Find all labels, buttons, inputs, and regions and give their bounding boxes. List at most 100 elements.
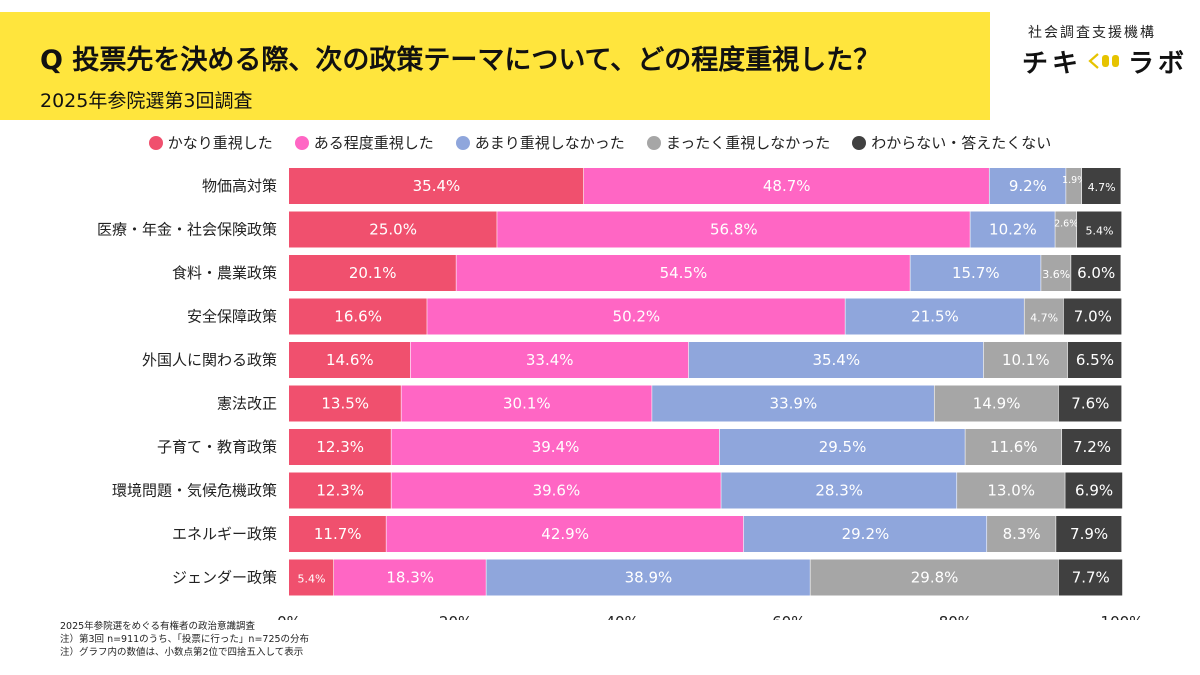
data-label: 35.4% — [812, 351, 860, 369]
bar-segment — [719, 429, 965, 465]
data-label: 14.9% — [973, 395, 1021, 413]
bar-segment — [497, 211, 970, 248]
bar-segment — [743, 516, 987, 552]
legend-swatch — [455, 135, 470, 150]
data-label: 6.0% — [1077, 264, 1115, 282]
bar-segment — [965, 429, 1062, 465]
category-label: 憲法改正 — [217, 395, 277, 413]
bar-segment — [289, 168, 584, 204]
data-label: 29.5% — [819, 438, 867, 456]
bar-segment — [970, 211, 1055, 248]
footnote-rounding: 注）グラフ内の数値は、小数点第2位で四捨五入して表示 — [60, 647, 304, 658]
data-label: 20.1% — [349, 264, 397, 282]
data-label: 14.6% — [326, 351, 374, 369]
logo-mark-icon — [1088, 53, 1120, 69]
bar-segment — [845, 298, 1024, 335]
legend-item: まったく重視しなかった — [646, 132, 831, 153]
data-label: 50.2% — [613, 308, 661, 326]
x-tick-label: 80% — [939, 613, 972, 620]
data-label: 35.4% — [413, 177, 461, 195]
data-label: 7.2% — [1073, 438, 1111, 456]
data-label: 10.2% — [989, 221, 1037, 239]
bar-segment — [1071, 255, 1121, 291]
category-label: 外国人に関わる政策 — [142, 351, 277, 369]
data-label: 6.9% — [1075, 482, 1113, 500]
category-label: 医療・年金・社会保険政策 — [97, 221, 277, 239]
bar-segment — [401, 385, 652, 422]
bar-segment — [289, 298, 427, 335]
bar-segment — [1066, 168, 1082, 204]
bar-segment — [410, 342, 689, 378]
data-label: 39.4% — [532, 438, 580, 456]
data-label: 39.6% — [533, 482, 581, 500]
bar-segment — [289, 516, 386, 552]
data-label: 56.8% — [710, 221, 758, 239]
legend-label: あまり重視しなかった — [474, 134, 625, 152]
bar-segment — [289, 429, 391, 465]
title-band — [0, 12, 990, 120]
bar-segment — [456, 255, 910, 291]
bar-segment — [289, 255, 456, 291]
page-title: Q 投票先を決める際、次の政策テーマについて、どの程度重視した？ — [40, 45, 881, 76]
x-tick-label: 40% — [606, 613, 639, 620]
bar-segment — [1077, 211, 1122, 248]
data-label: 7.7% — [1072, 569, 1110, 587]
data-label: 7.6% — [1071, 395, 1109, 413]
bar-segment — [1058, 559, 1123, 596]
footnotes: 2025年参院選をめぐる有権者の政治意識調査 注）第3回 n=911のうち、「投… — [60, 620, 309, 659]
legend-swatch — [148, 135, 163, 150]
data-label: 13.5% — [321, 395, 369, 413]
data-label: 9.2% — [1009, 177, 1047, 195]
logo-name-part-1: チキ — [1022, 48, 1083, 79]
bar-segment — [987, 516, 1056, 552]
bar-segment — [391, 429, 720, 465]
page-subtitle: 2025年参院選第3回調査 — [40, 90, 253, 112]
bar-segment — [333, 559, 486, 596]
bar-segment — [486, 559, 810, 596]
bar-segment — [1055, 211, 1077, 248]
legend-label: まったく重視しなかった — [665, 134, 831, 152]
data-label: 5.4% — [298, 573, 326, 586]
bar-segment — [983, 342, 1068, 378]
bar-segment — [1082, 168, 1121, 204]
data-label: 11.6% — [990, 438, 1038, 456]
data-label: 25.0% — [369, 221, 417, 239]
category-label: エネルギー政策 — [172, 525, 277, 543]
data-label: 29.2% — [842, 525, 890, 543]
data-label: 7.0% — [1074, 308, 1112, 326]
data-label: 10.1% — [1002, 351, 1050, 369]
bar-segment — [583, 168, 989, 204]
data-label: 18.3% — [386, 569, 434, 587]
data-label: 6.5% — [1076, 351, 1114, 369]
data-label: 28.3% — [815, 482, 863, 500]
x-tick-label: 60% — [772, 613, 805, 620]
bar-segment — [427, 298, 845, 335]
bar-segment — [810, 559, 1059, 596]
bar-segment — [1056, 516, 1122, 552]
data-label: 12.3% — [316, 482, 364, 500]
legend-item: かなり重視した — [148, 132, 273, 153]
category-label: 物価高対策 — [202, 177, 277, 195]
category-label: 安全保障政策 — [187, 308, 277, 326]
data-label: 29.8% — [911, 569, 959, 587]
data-label: 54.5% — [660, 264, 708, 282]
stacked-bar-chart: 物価高対策 35.4% 48.7% 9.2% 1.9%4.7%医療・年金・社会保険政策 2… — [97, 168, 1143, 620]
data-label: 33.9% — [770, 395, 818, 413]
bar-segment — [688, 342, 984, 378]
bar-segment — [289, 559, 334, 596]
legend-swatch — [294, 135, 309, 150]
bar-segment — [1024, 298, 1064, 335]
data-label: 5.4% — [1086, 225, 1114, 238]
bar-segment — [1058, 385, 1122, 422]
bar-segment — [1063, 298, 1122, 335]
bar-segment — [957, 472, 1065, 509]
data-label: 3.6% — [1042, 268, 1070, 281]
category-label: 環境問題・気候危機政策 — [112, 482, 277, 500]
legend-item: わからない・答えたくない — [852, 132, 1051, 153]
legend-label: わからない・答えたくない — [871, 134, 1052, 152]
data-label: 13.0% — [987, 482, 1035, 500]
legend-swatch — [852, 135, 867, 150]
data-label: 16.6% — [334, 308, 382, 326]
data-label: 8.3% — [1003, 525, 1041, 543]
legend-swatch — [646, 135, 661, 150]
